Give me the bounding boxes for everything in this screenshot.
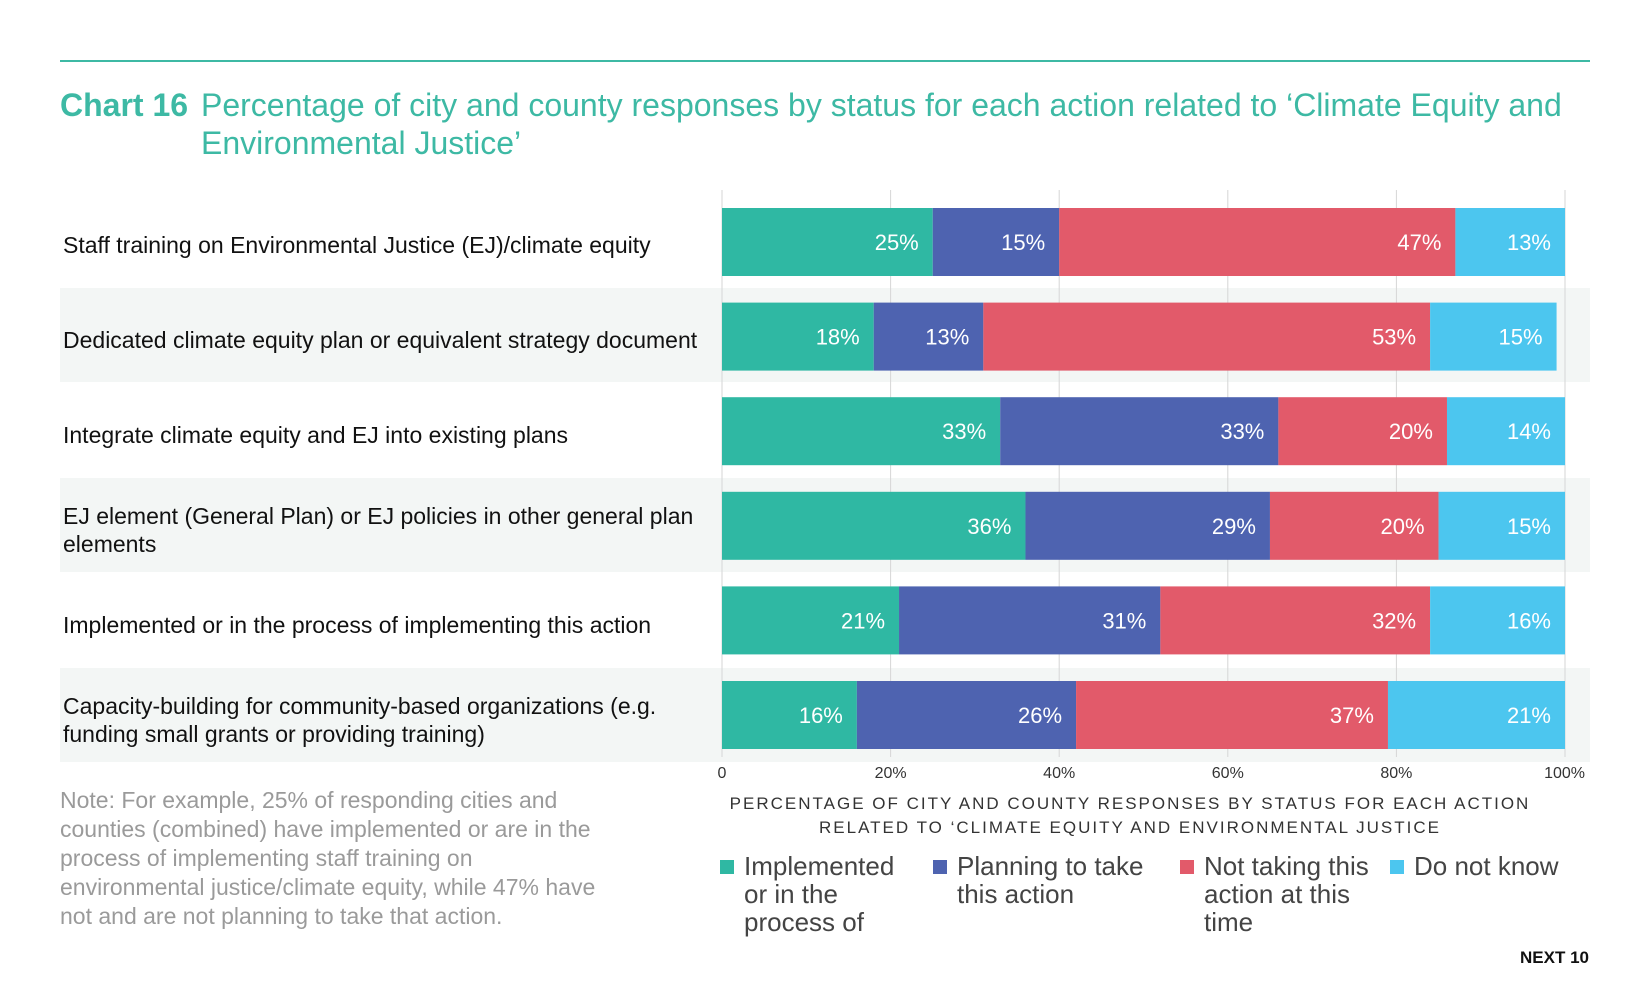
data-label: 14%	[1507, 419, 1551, 444]
legend-item: Implemented or in the process of	[720, 852, 910, 936]
legend-label: Not taking this action at this time	[1204, 851, 1369, 937]
note-text: Note: For example, 25% of responding cit…	[60, 787, 596, 929]
legend-label: Do not know	[1414, 851, 1559, 881]
bar-segment	[856, 681, 1077, 749]
data-label: 16%	[1507, 608, 1551, 633]
bar-segment	[722, 208, 933, 276]
bar-segment	[1430, 302, 1557, 371]
data-label: 21%	[1507, 703, 1551, 728]
x-tick-label: 60%	[1212, 765, 1244, 782]
category-label: Capacity-building for community-based or…	[63, 693, 657, 747]
legend-item: Do not know	[1390, 852, 1580, 880]
data-label: 29%	[1212, 514, 1256, 539]
data-label: 33%	[942, 419, 986, 444]
legend-item: Not taking this action at this time	[1180, 852, 1370, 936]
data-label: 37%	[1330, 703, 1374, 728]
data-label: 15%	[1001, 230, 1045, 255]
brand-logo-text: NEXT 10	[1520, 948, 1589, 967]
top-rule	[60, 60, 1590, 62]
x-tick-label: 0	[718, 765, 727, 782]
data-label: 15%	[1507, 514, 1551, 539]
legend-swatch	[1180, 860, 1194, 874]
data-label: 13%	[1507, 230, 1551, 255]
x-tick-label: 20%	[875, 765, 907, 782]
data-label: 21%	[841, 608, 885, 633]
bar-segment	[722, 397, 1001, 466]
bar-segment	[1446, 397, 1565, 466]
bar-segment	[873, 302, 984, 371]
chart-title-text: Percentage of city and county responses …	[201, 87, 1562, 161]
bar-segment	[899, 586, 1161, 655]
bar-segment	[1025, 491, 1270, 560]
bar-segment	[1160, 586, 1431, 655]
chart-number: Chart 16	[60, 87, 189, 123]
data-label: 13%	[925, 325, 969, 350]
legend-swatch	[1390, 860, 1404, 874]
bar-segment	[722, 586, 900, 655]
category-label: Implemented or in the process of impleme…	[63, 612, 652, 638]
data-label: 25%	[875, 230, 919, 255]
bar-segment	[1278, 397, 1447, 466]
x-tick-label: 40%	[1043, 765, 1075, 782]
bar-segment	[722, 681, 857, 749]
data-label: 47%	[1397, 230, 1441, 255]
x-axis-label: PERCENTAGE OF CITY AND COUNTY RESPONSES …	[729, 794, 1531, 837]
x-tick-label: 80%	[1380, 765, 1412, 782]
bar-segment	[1455, 208, 1565, 276]
bar-segment	[722, 302, 874, 371]
data-label: 53%	[1372, 325, 1416, 350]
data-label: 18%	[816, 325, 860, 350]
bar-segment	[1387, 681, 1565, 749]
data-label: 36%	[967, 514, 1011, 539]
data-label: 20%	[1381, 514, 1425, 539]
data-label: 16%	[799, 703, 843, 728]
legend-label: Implemented or in the process of	[744, 851, 895, 937]
bar-segment	[983, 302, 1431, 371]
legend: Implemented or in the process of Plannin…	[700, 852, 1580, 942]
category-label: EJ element (General Plan) or EJ policies…	[63, 503, 694, 557]
bar-segment	[1430, 586, 1565, 655]
x-tick-label: 100%	[1544, 765, 1585, 782]
data-label: 32%	[1372, 608, 1416, 633]
category-label: Dedicated climate equity plan or equival…	[63, 327, 698, 353]
bar-segment	[722, 491, 1026, 560]
bar-segment	[932, 208, 1060, 276]
bar-segment	[1059, 208, 1456, 276]
category-label: Integrate climate equity and EJ into exi…	[63, 422, 569, 448]
legend-item: Planning to take this action	[933, 852, 1163, 908]
legend-swatch	[720, 860, 734, 874]
legend-label: Planning to take this action	[957, 851, 1144, 909]
data-label: 31%	[1102, 608, 1146, 633]
bar-segment	[1076, 681, 1388, 749]
bar-segment	[1269, 491, 1439, 560]
data-label: 26%	[1018, 703, 1062, 728]
data-label: 15%	[1499, 325, 1543, 350]
bar-segment	[1438, 491, 1565, 560]
legend-swatch	[933, 860, 947, 874]
category-label: Staff training on Environmental Justice …	[63, 232, 651, 258]
data-label: 20%	[1389, 419, 1433, 444]
data-label: 33%	[1220, 419, 1264, 444]
bar-segment	[1000, 397, 1279, 466]
